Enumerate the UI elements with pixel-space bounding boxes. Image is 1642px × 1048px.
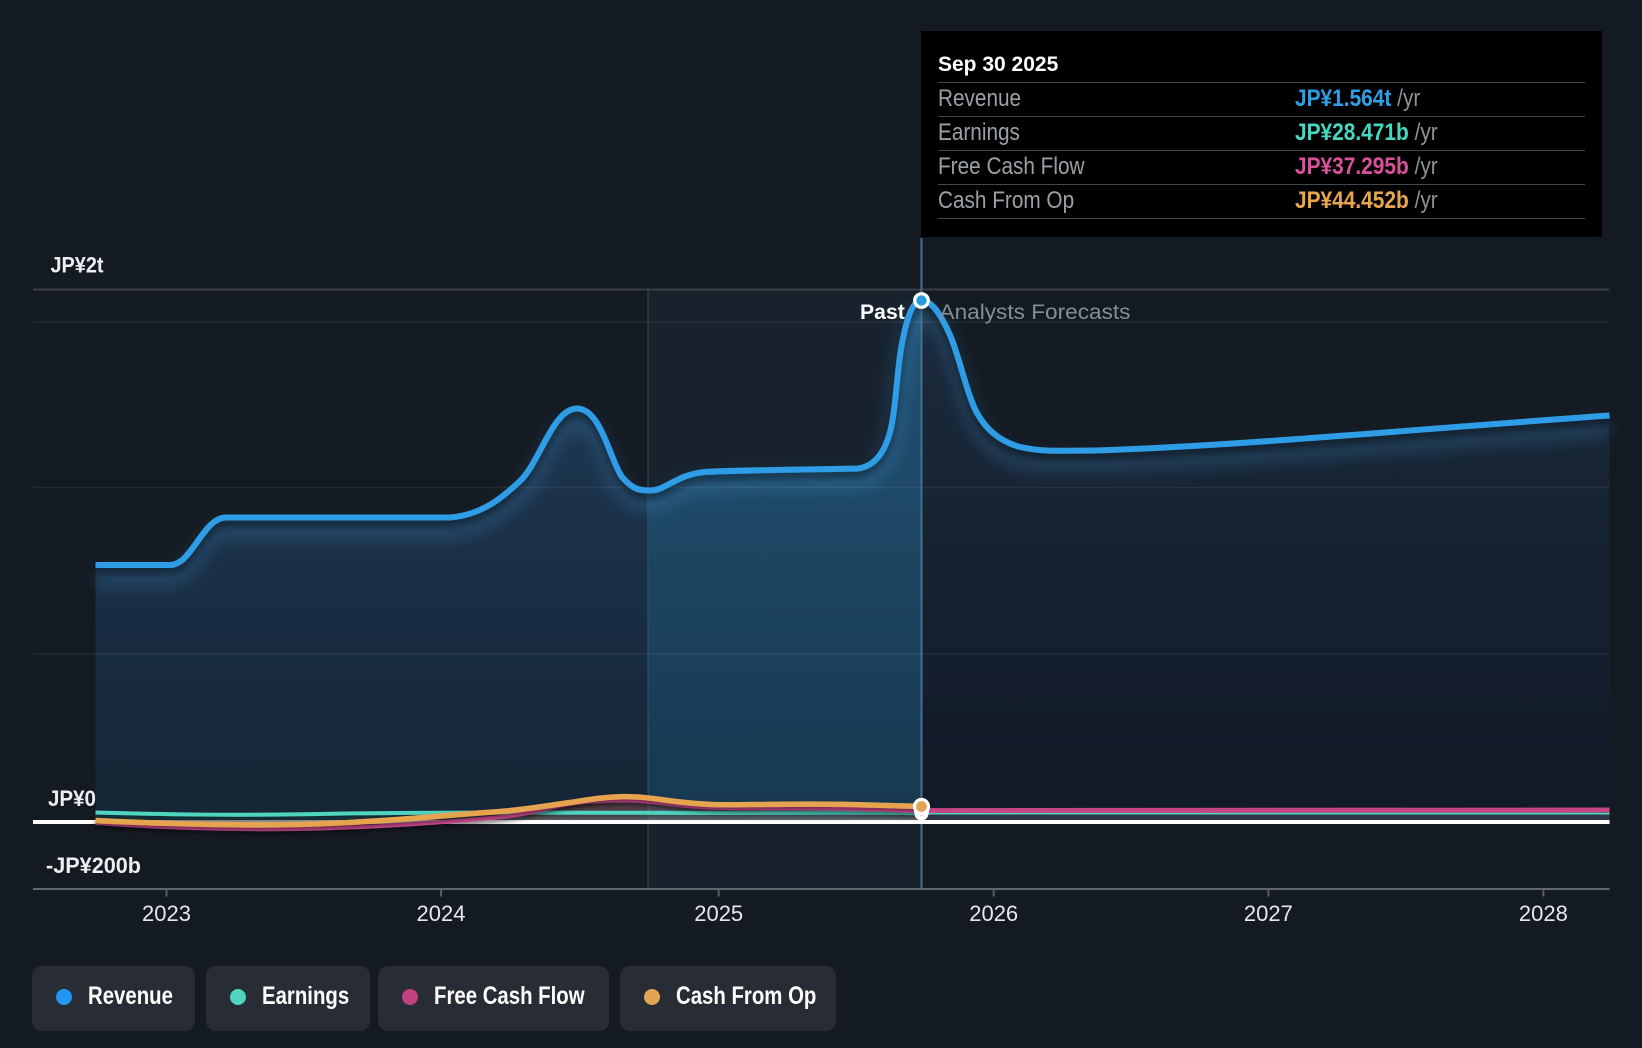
svg-text:-JP¥200b: -JP¥200b xyxy=(46,853,141,878)
svg-text:2025: 2025 xyxy=(694,901,743,926)
svg-text:2026: 2026 xyxy=(969,901,1018,926)
svg-text:Analysts Forecasts: Analysts Forecasts xyxy=(940,301,1131,324)
svg-text:2028: 2028 xyxy=(1519,901,1568,926)
svg-text:Past: Past xyxy=(860,301,905,324)
svg-text:JP¥0: JP¥0 xyxy=(48,786,96,811)
svg-text:2024: 2024 xyxy=(417,901,466,926)
svg-text:JP¥2t: JP¥2t xyxy=(51,253,104,278)
svg-text:2023: 2023 xyxy=(142,901,191,926)
svg-text:2027: 2027 xyxy=(1244,901,1293,926)
